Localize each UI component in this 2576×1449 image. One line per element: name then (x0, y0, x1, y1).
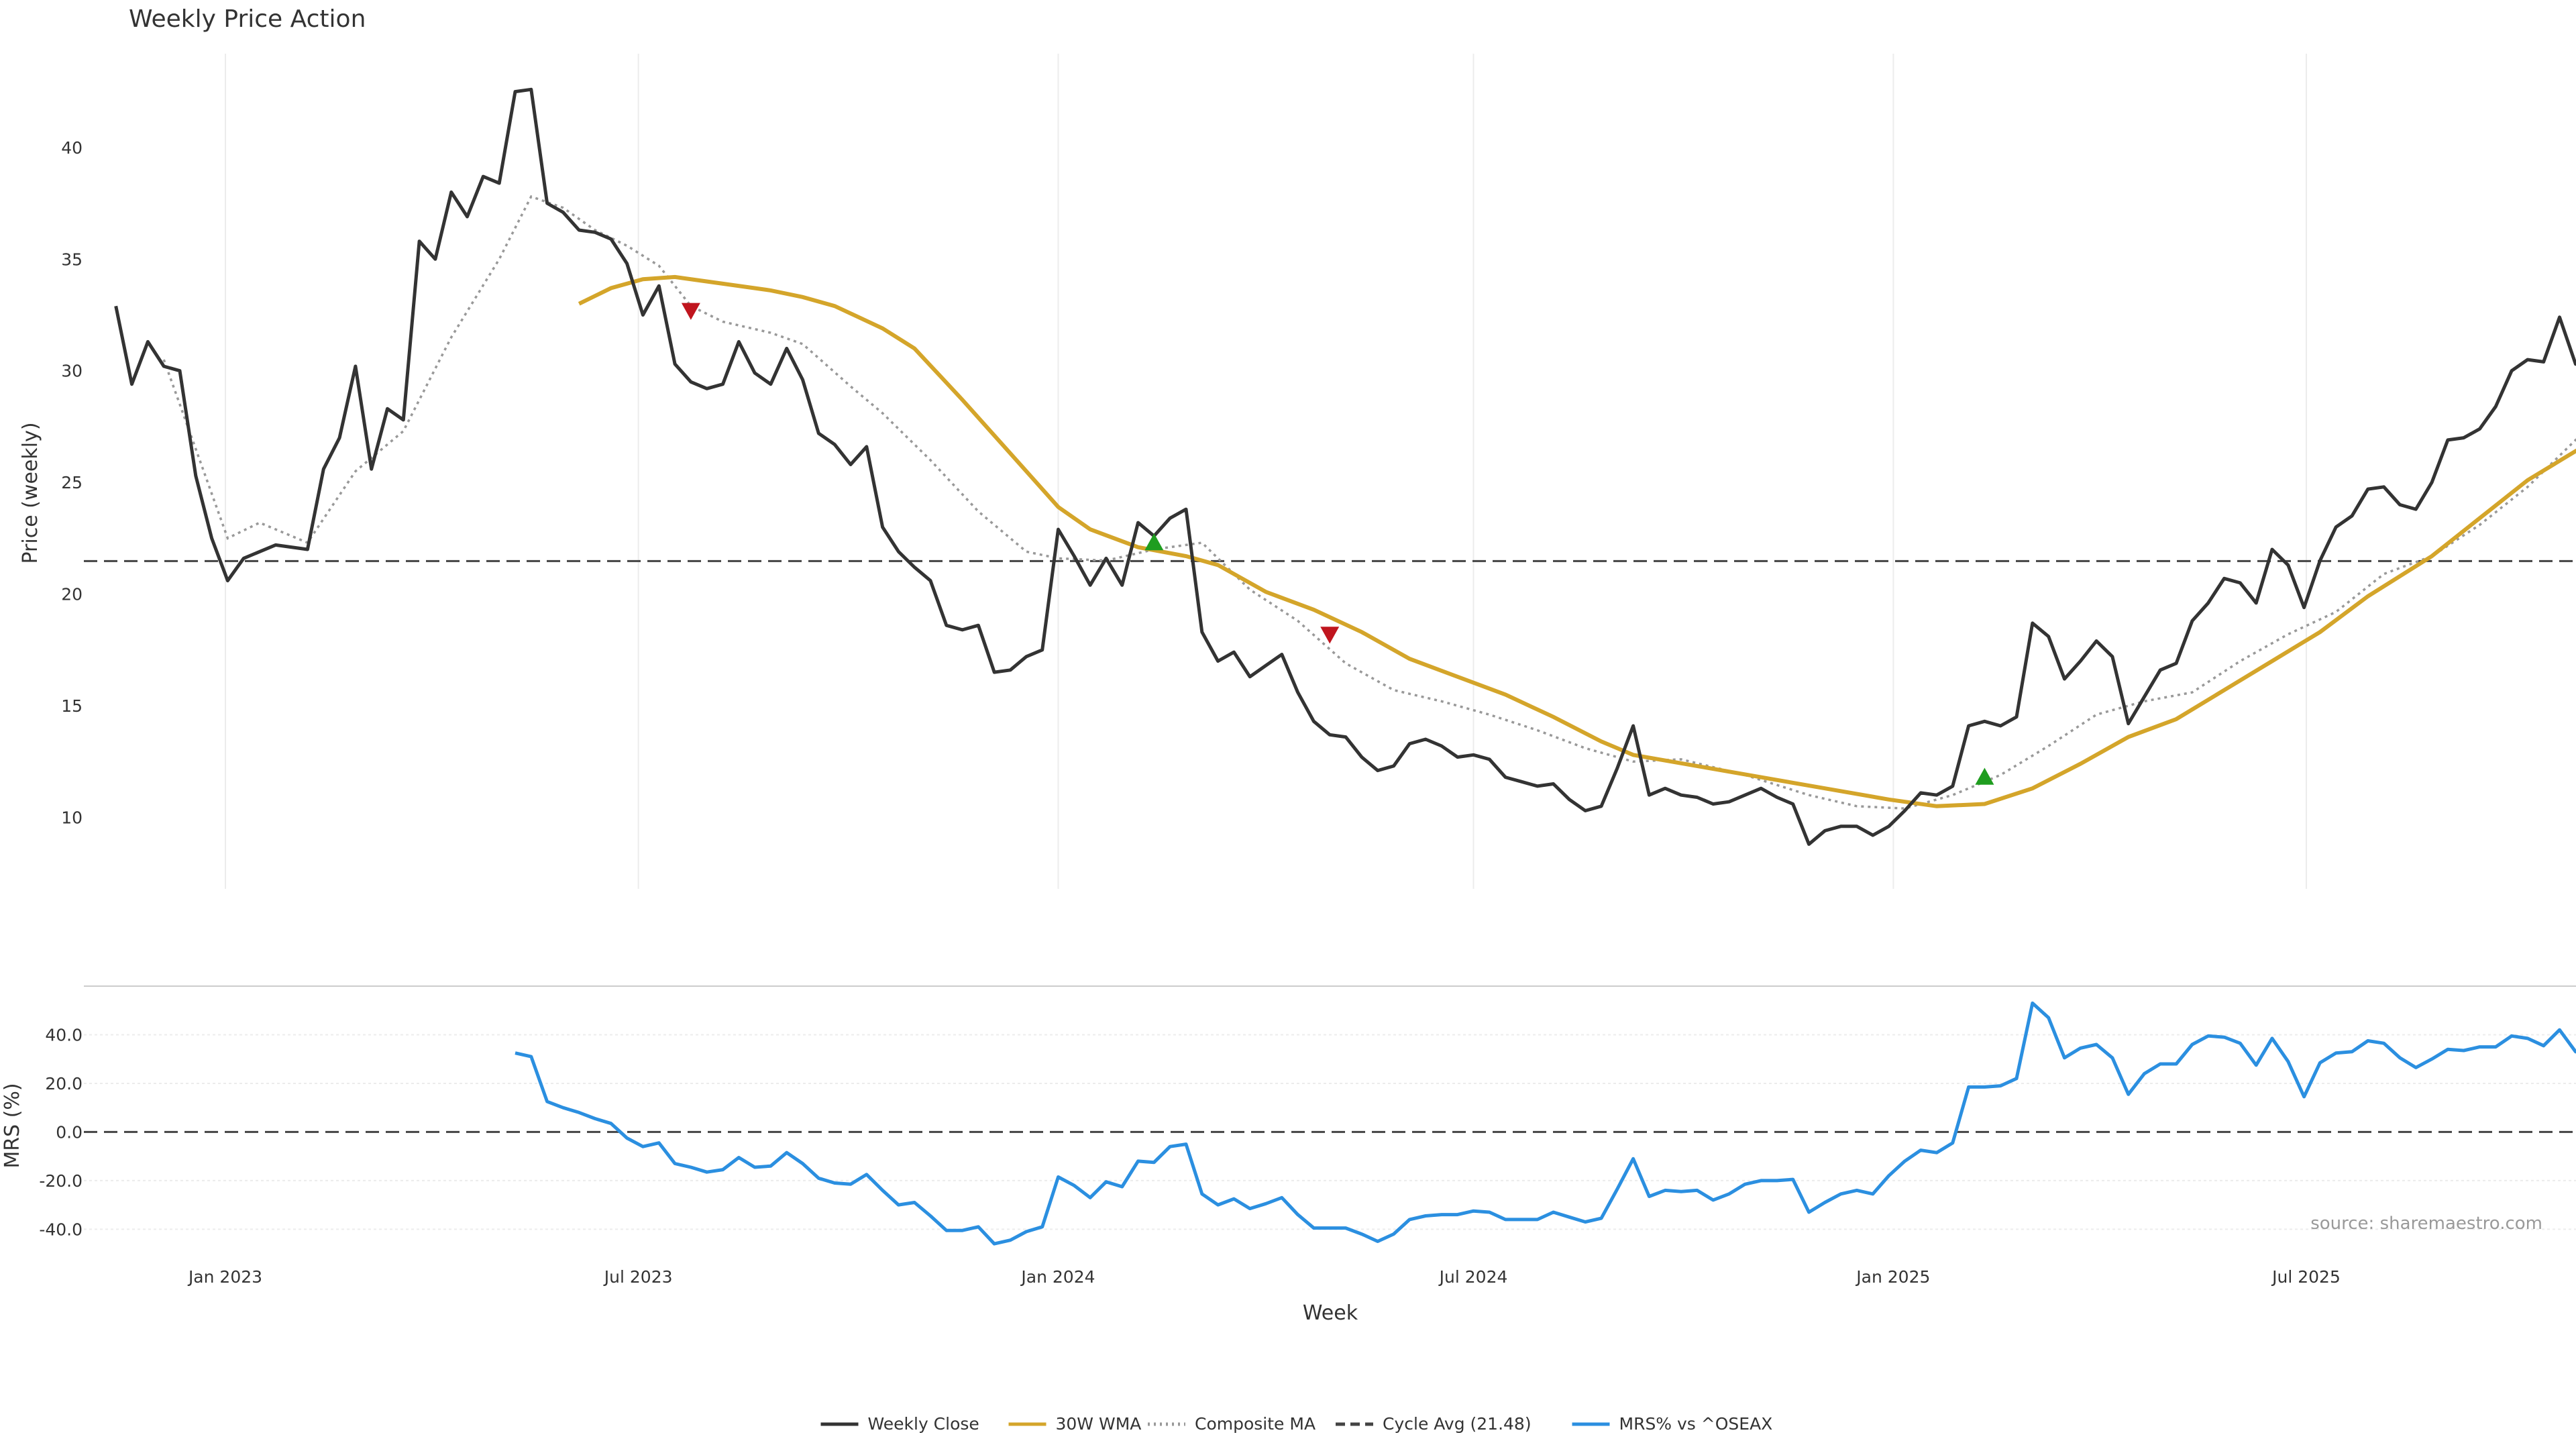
legend-label: Cycle Avg (21.48) (1383, 1414, 1532, 1434)
mrs-y-tick-label: 20.0 (45, 1074, 83, 1093)
buy-signal-marker (1144, 533, 1164, 551)
signal-markers (681, 303, 1994, 785)
composite-ma-line (162, 195, 2576, 810)
mrs-y-tick-label: -20.0 (39, 1171, 83, 1191)
x-tick-label: Jan 2025 (1855, 1267, 1930, 1287)
legend-label: Composite MA (1195, 1414, 1316, 1434)
x-tick-label: Jul 2023 (603, 1267, 673, 1287)
mrs-line (515, 1001, 2576, 1246)
x-tick-label: Jul 2024 (1438, 1267, 1508, 1287)
x-tick-label: Jan 2024 (1020, 1267, 1095, 1287)
chart-title: Weekly Price Action (129, 5, 366, 33)
price-grid (225, 54, 2307, 889)
legend-label: Weekly Close (868, 1414, 979, 1434)
mrs-y-ticks: -40.0 -20.0 0.0 20.0 40.0 (39, 1025, 83, 1239)
source-note: source: sharemaestro.com (2310, 1214, 2542, 1234)
legend-label: 30W WMA (1056, 1414, 1142, 1434)
price-y-tick-label: 30 (61, 362, 83, 381)
x-ticks: Jan 2023 Jul 2023 Jan 2024 Jul 2024 Jan 2025… (187, 1267, 2341, 1287)
price-y-tick-label: 10 (61, 808, 83, 827)
sell-signal-marker (1320, 627, 1340, 644)
x-tick-label: Jul 2025 (2271, 1267, 2341, 1287)
price-y-tick-label: 40 (61, 138, 83, 158)
price-y-tick-label: 15 (61, 696, 83, 716)
legend-label: MRS% vs ^OSEAX (1619, 1414, 1773, 1434)
price-y-tick-label: 35 (61, 250, 83, 269)
x-tick-label: Jan 2023 (187, 1267, 262, 1287)
price-y-ticks: 10 15 20 25 30 35 40 (61, 138, 83, 828)
price-y-axis-label: Price (weekly) (19, 422, 42, 564)
mrs-y-tick-label: 40.0 (45, 1025, 83, 1044)
x-axis-label: Week (1303, 1301, 1358, 1325)
buy-signal-marker (1975, 767, 1994, 785)
mrs-y-tick-label: 0.0 (56, 1122, 83, 1142)
wma-30w-line (578, 274, 2576, 808)
legend: Weekly Close 30W WMA Composite MA Cycle Avg… (820, 1414, 1773, 1434)
price-y-tick-label: 25 (61, 473, 83, 492)
sell-signal-marker (681, 303, 700, 320)
weekly-close-line (114, 87, 2576, 846)
mrs-y-tick-label: -40.0 (39, 1220, 83, 1239)
price-y-tick-label: 20 (61, 585, 83, 604)
mrs-y-axis-label: MRS (%) (1, 1083, 24, 1168)
